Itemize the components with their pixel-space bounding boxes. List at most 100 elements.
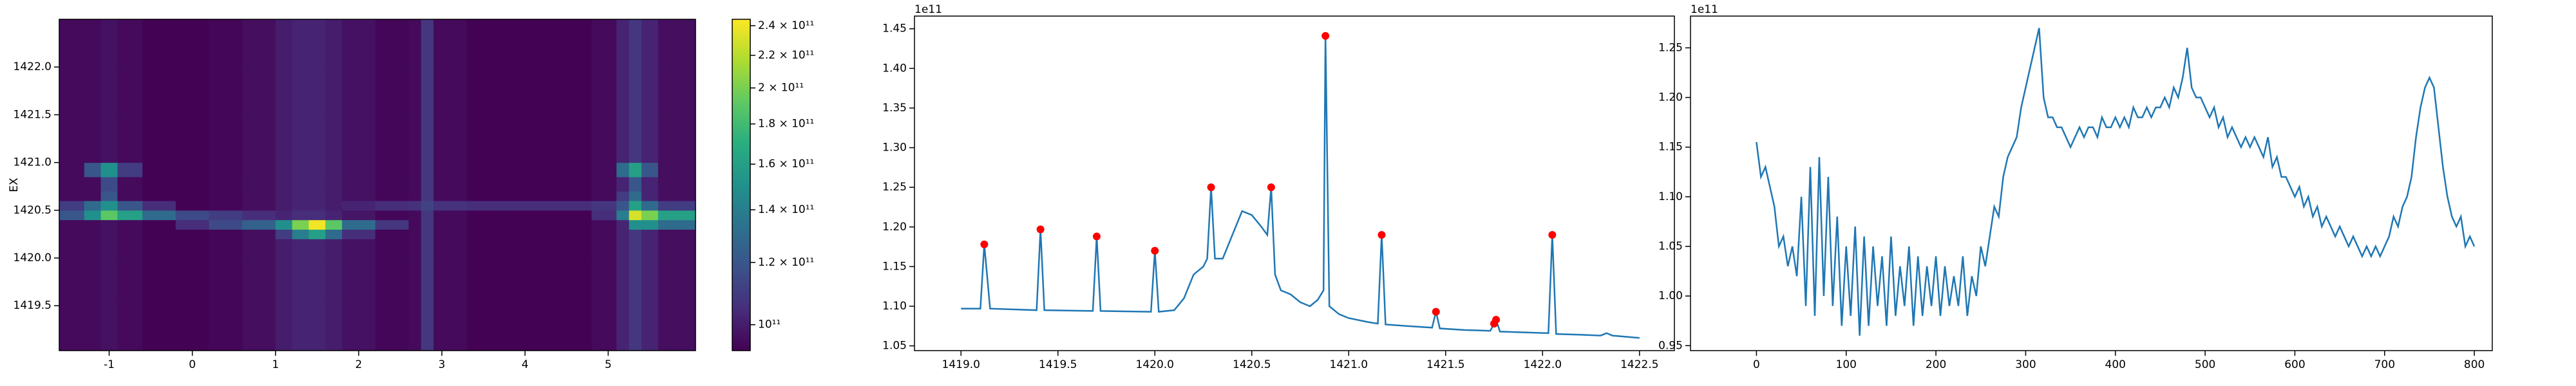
heatmap-cell [292, 296, 309, 351]
heatmap-cell [117, 219, 143, 230]
heatmap-cell [175, 191, 209, 201]
heatmap-cell [658, 219, 696, 230]
heatmap-cell [142, 191, 176, 201]
heatmap-cell [117, 239, 143, 259]
heatmap-cell [408, 229, 422, 239]
heatmap-cell [59, 115, 85, 163]
colorbar-tick-label: 10¹¹ [758, 318, 781, 331]
heatmap-cell [408, 239, 422, 259]
heatmap-cell [641, 258, 659, 297]
heatmap-cell [59, 162, 85, 178]
heatmap-cell [433, 239, 468, 259]
heatmap-cell [421, 258, 434, 297]
heatmap-cell [616, 115, 630, 163]
heatmap-cell [408, 200, 422, 211]
heatmap-cell [466, 200, 509, 211]
heatmap-cell [629, 219, 642, 230]
heatmap-cell [375, 229, 409, 239]
heatmap-cell [433, 210, 468, 221]
heatmap-cell [658, 19, 696, 68]
heatmap-cell [308, 115, 326, 163]
heatmap-cell [466, 162, 509, 178]
heatmap-cell [308, 191, 326, 201]
heatmap-cell [549, 19, 592, 68]
heatmap-cell [658, 296, 696, 351]
heatmap-cell [292, 115, 309, 163]
x-tick-label: 0 [189, 358, 196, 371]
heatmap-cell [142, 67, 176, 115]
x-tick-label: 3 [439, 358, 446, 371]
heatmap-cell [591, 162, 617, 178]
heatmap-cell [375, 162, 409, 178]
heatmap-cell [308, 229, 326, 239]
heatmap-cell [421, 67, 434, 115]
heatmap-cell [421, 239, 434, 259]
heatmap-cell [508, 229, 551, 239]
heatmap-cell [59, 239, 85, 259]
heatmap-cell [433, 19, 468, 68]
heatmap-cell [342, 115, 376, 163]
heatmap-cell [209, 176, 243, 192]
heatmap-cell [629, 229, 642, 239]
heatmap-cell [292, 67, 309, 115]
heatmap-cell [275, 176, 293, 192]
peak-marker [980, 240, 989, 248]
heatmap-cell [433, 176, 468, 192]
heatmap-cell [408, 258, 422, 297]
heatmap-cell [142, 210, 176, 221]
heatmap-cell [59, 191, 85, 201]
peak-marker [1151, 246, 1159, 255]
heatmap-cell [408, 219, 422, 230]
heatmap-cell [175, 162, 209, 178]
heatmap-cell [466, 210, 509, 221]
heatmap-cell [591, 176, 617, 192]
heatmap-cell [325, 229, 343, 239]
heatmap-cell [433, 229, 468, 239]
x-tick-label: 4 [522, 358, 529, 371]
heatmap-cell [508, 239, 551, 259]
heatmap-cell [342, 67, 376, 115]
y-tick-label: 1421.5 [14, 108, 52, 121]
heatmap-cell [275, 239, 293, 259]
heatmap-cell [408, 191, 422, 201]
colorbar-tick-label: 1.2 × 10¹¹ [758, 256, 814, 269]
heatmap-cell [242, 19, 276, 68]
heatmap-cell [308, 176, 326, 192]
plot-frame [914, 15, 1675, 351]
heatmap-cell [117, 176, 143, 192]
heatmap-cell [641, 162, 659, 178]
heatmap-cell [209, 162, 243, 178]
heatmap-cell [641, 200, 659, 211]
heatmap-cell [275, 229, 293, 239]
heatmap-cell [292, 210, 309, 221]
heatmap-cell [175, 200, 209, 211]
heatmap-cell [242, 115, 276, 163]
x-tick-label: 400 [2105, 358, 2126, 371]
heatmap-cell [100, 229, 118, 239]
heatmap-cell [508, 67, 551, 115]
heatmap-cell [84, 210, 102, 221]
heatmap-cell [375, 239, 409, 259]
heatmap-cell [142, 258, 176, 297]
heatmap-cell [466, 67, 509, 115]
heatmap-cell [142, 162, 176, 178]
heatmap-cell [375, 258, 409, 297]
heatmap-cell [549, 67, 592, 115]
heatmap-cell [658, 258, 696, 297]
heatmap-cell [641, 210, 659, 221]
colorbar-tick-label: 2.4 × 10¹¹ [758, 19, 814, 32]
heatmap-cell [209, 19, 243, 68]
heatmap-cell [275, 210, 293, 221]
heatmap-cell [375, 115, 409, 163]
y-tick-label: 1420.0 [14, 252, 52, 264]
x-tick-label: 1421.5 [1426, 358, 1464, 371]
heatmap-cell [325, 210, 343, 221]
x-tick-label: 1420.5 [1233, 358, 1271, 371]
heatmap-cell [591, 258, 617, 297]
heatmap-cell [616, 239, 630, 259]
heatmap-cell [616, 229, 630, 239]
y-tick-label: 1.20 [1658, 91, 1683, 104]
heatmap-cell [421, 115, 434, 163]
x-tick-label: 500 [2195, 358, 2215, 371]
plot-frame [1690, 15, 2493, 351]
